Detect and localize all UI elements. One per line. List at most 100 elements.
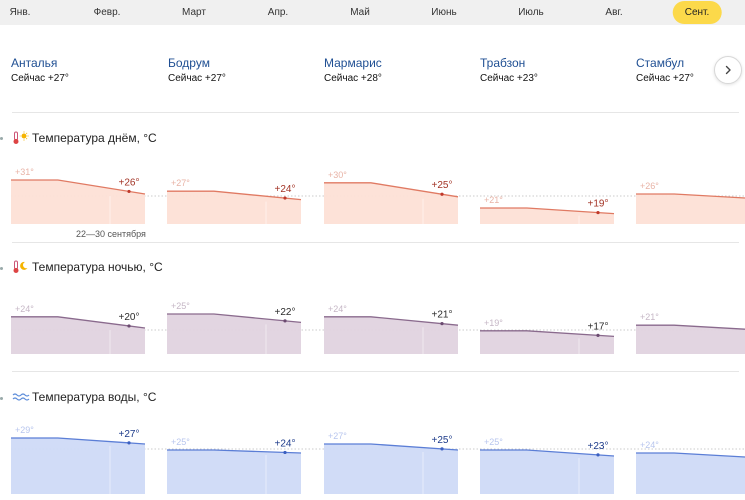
chart-area [480, 450, 614, 494]
start-temp-label: +21° [640, 312, 659, 322]
city-current-temp: Сейчас +27° [11, 73, 69, 84]
month-tab-jun[interactable]: Июнь [431, 7, 457, 18]
end-temp-label: +19° [588, 199, 609, 210]
start-temp-label: +24° [328, 304, 347, 314]
chart-line [480, 330, 615, 338]
end-temp-label: +22° [275, 307, 296, 318]
end-temp-label: +23° [588, 441, 609, 452]
month-tab-may[interactable]: Май [350, 7, 370, 18]
end-temp-label: +24° [275, 184, 296, 195]
city-current-temp: Сейчас +28° [324, 73, 382, 84]
chart-line [167, 190, 302, 201]
chart-area [11, 180, 145, 224]
night-temperature-charts: +24° +20° +25° +22° +24° +21° +19° +17° +21° [11, 301, 745, 354]
end-temp-label: +17° [588, 321, 609, 332]
current-point [283, 450, 287, 455]
chart-area [636, 194, 745, 224]
city-current-temp: Сейчас +27° [636, 73, 694, 84]
bullet-dot [0, 267, 3, 270]
end-temp-label: +20° [119, 312, 140, 323]
section-title-night: Температура ночью, °C [12, 260, 163, 274]
month-tab-mar[interactable]: Март [182, 7, 206, 18]
chart-line [11, 437, 146, 445]
section-title-water: Температура воды, °C [12, 390, 156, 404]
divider [12, 112, 739, 113]
bullet-dot [0, 137, 3, 140]
chart-line [167, 449, 302, 454]
end-temp-label: +25° [432, 180, 453, 191]
thermometer-sun-icon [13, 131, 29, 144]
thermometer-moon-icon [13, 260, 28, 273]
current-point [440, 447, 444, 451]
section-title-text: Температура воды, °C [32, 390, 157, 404]
end-temp-label: +26° [119, 177, 140, 188]
divider [12, 371, 739, 372]
city-link-marmaris[interactable]: Мармарис [324, 56, 382, 70]
start-temp-label: +21° [484, 195, 503, 205]
current-point [596, 453, 600, 457]
current-point [596, 210, 600, 215]
month-tab-jan[interactable]: Янв. [9, 7, 31, 18]
start-temp-label: +24° [640, 440, 659, 450]
chart-line [167, 313, 302, 324]
chevron-right-icon [725, 65, 731, 75]
chart-area [480, 208, 614, 224]
waves-icon [12, 393, 30, 401]
current-point [440, 192, 444, 196]
start-temp-label: +25° [171, 437, 190, 447]
end-temp-label: +21° [432, 310, 453, 321]
section-title-day: Температура днём, °C [12, 131, 157, 145]
day-temperature-charts: +31° +26° +27° +24° +30° +25° +21° +19° +26° [11, 167, 745, 224]
chart-line [324, 316, 459, 326]
chart-area [480, 330, 614, 354]
chart-line [480, 207, 615, 215]
current-point [127, 441, 131, 445]
chart-line [324, 443, 459, 451]
chart-area [11, 438, 145, 494]
start-temp-label: +25° [171, 301, 190, 311]
city-current-temp: Сейчас +23° [480, 73, 538, 84]
chart-area [636, 325, 745, 354]
chart-line [324, 182, 459, 198]
month-tab-aug[interactable]: Авг. [605, 7, 623, 18]
start-temp-label: +27° [328, 431, 347, 441]
chart-line [636, 452, 745, 458]
section-title-text: Температура ночью, °C [32, 260, 163, 274]
city-column-antalya: Анталья Сейчас +27° [11, 55, 151, 86]
chart-line [636, 324, 745, 330]
month-tab-apr[interactable]: Апр. [267, 7, 289, 18]
chart-line [11, 316, 146, 329]
city-link-bodrum[interactable]: Бодрум [168, 56, 210, 70]
start-temp-label: +26° [640, 181, 659, 191]
divider [12, 242, 739, 243]
city-link-antalya[interactable]: Анталья [11, 56, 58, 70]
chart-line [480, 449, 615, 457]
city-link-trabzon[interactable]: Трабзон [480, 56, 526, 70]
month-tab-sep[interactable]: Сент. [672, 1, 722, 24]
month-tab-feb[interactable]: Февр. [93, 7, 121, 18]
start-temp-label: +25° [484, 437, 503, 447]
end-temp-label: +25° [432, 435, 453, 446]
month-selector: Янв. Февр. Март Апр. Май Июнь Июль Авг. … [0, 0, 745, 25]
city-column-trabzon: Трабзон Сейчас +23° [480, 55, 620, 86]
start-temp-label: +19° [484, 318, 503, 328]
city-column-marmaris: Мармарис Сейчас +28° [324, 55, 464, 86]
city-link-istanbul[interactable]: Стамбул [636, 56, 685, 70]
next-cities-button[interactable] [714, 56, 742, 84]
chart-area [324, 316, 458, 354]
month-tab-jul[interactable]: Июль [518, 7, 544, 18]
chart-line [636, 193, 745, 199]
chart-area [324, 182, 458, 224]
chart-area [324, 444, 458, 494]
bullet-dot [0, 397, 3, 400]
date-range-label: 22—30 сентября [76, 229, 146, 239]
chart-area [167, 450, 301, 494]
chart-area [11, 316, 145, 354]
chart-area [167, 191, 301, 224]
current-point [127, 324, 131, 328]
section-title-text: Температура днём, °C [32, 131, 157, 145]
start-temp-label: +29° [15, 425, 34, 435]
water-temperature-charts: +29° +27° +25° +24° +27° +25° +25° +23° +24° [11, 425, 745, 494]
end-temp-label: +24° [275, 438, 296, 449]
city-column-istanbul: Стамбул Сейчас +27° [636, 55, 716, 86]
